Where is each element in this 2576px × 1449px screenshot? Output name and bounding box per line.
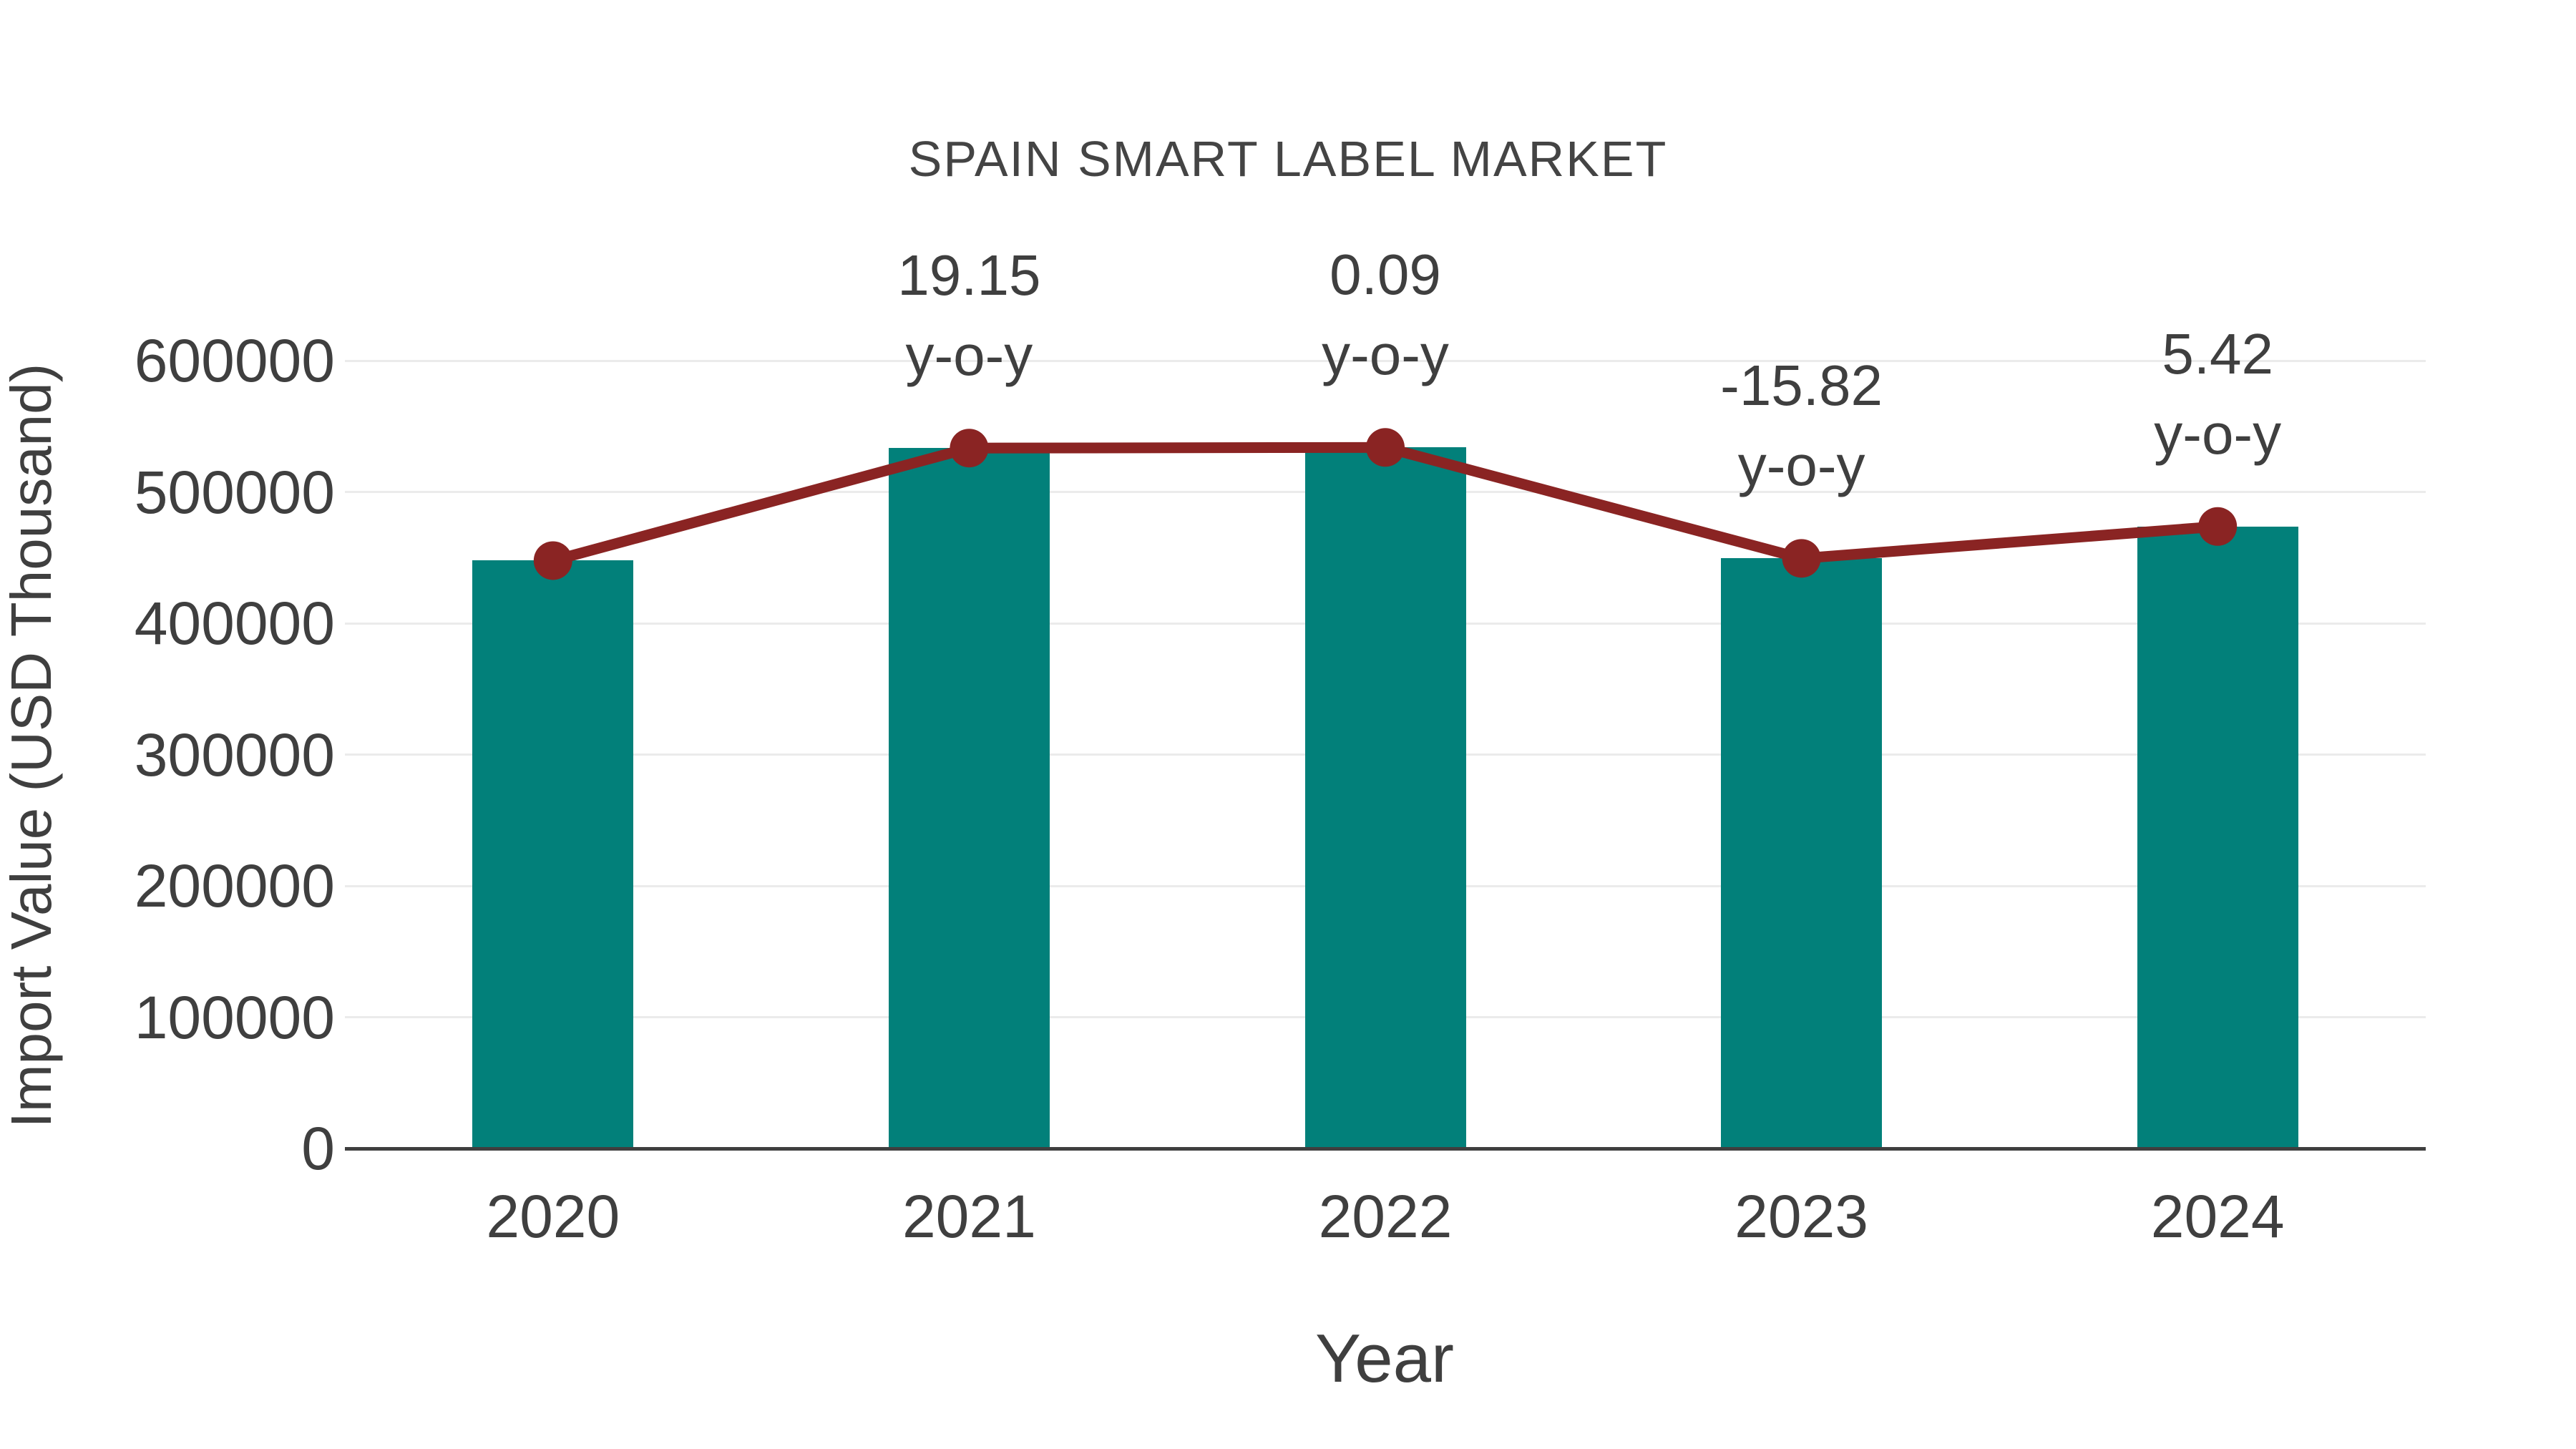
x-tick-label-2024: 2024 [2150, 1183, 2285, 1250]
x-axis-line [345, 1147, 2426, 1151]
line-marker-2024 [2198, 507, 2238, 546]
y-axis-title: Import Value (USD Thousand) [0, 363, 63, 1128]
x-tick-label-2023: 2023 [1735, 1183, 1869, 1250]
yoy-annotation-2024: 5.42 y-o-y [1996, 314, 2439, 474]
yoy-annotation-2021: 19.15 y-o-y [747, 235, 1191, 396]
bar-2020 [472, 560, 634, 1148]
y-tick-label-0: 0 [301, 1115, 335, 1182]
yoy-suffix: y-o-y [1322, 323, 1449, 387]
x-tick-label-2022: 2022 [1318, 1183, 1453, 1250]
yoy-value: -15.82 [1720, 353, 1883, 418]
y-tick-label-300000: 300000 [134, 721, 335, 789]
line-marker-2023 [1782, 539, 1821, 578]
y-tick-label-100000: 100000 [134, 983, 335, 1051]
x-tick-label-2021: 2021 [902, 1183, 1036, 1250]
gridline-600000 [345, 359, 2426, 362]
yoy-suffix: y-o-y [1737, 434, 1865, 498]
yoy-value: 19.15 [897, 243, 1041, 308]
yoy-value: 5.42 [2162, 321, 2274, 386]
yoy-annotation-2023: -15.82 y-o-y [1580, 346, 2024, 506]
yoy-suffix: y-o-y [2154, 401, 2282, 466]
y-tick-label-500000: 500000 [134, 458, 335, 526]
y-tick-label-600000: 600000 [134, 327, 335, 394]
chart-title: SPAIN SMART LABEL MARKET [908, 131, 1668, 187]
x-tick-label-2020: 2020 [486, 1183, 620, 1250]
line-marker-2022 [1366, 428, 1405, 467]
bar-2024 [2137, 526, 2298, 1148]
y-tick-label-200000: 200000 [134, 852, 335, 919]
yoy-suffix: y-o-y [905, 323, 1033, 388]
line-marker-2021 [950, 429, 989, 468]
x-axis-title: Year [1315, 1320, 1454, 1397]
bar-2022 [1304, 447, 1466, 1148]
yoy-annotation-2022: 0.09 y-o-y [1163, 235, 1607, 395]
line-marker-2020 [533, 541, 572, 580]
bar-2021 [888, 448, 1050, 1148]
bar-2023 [1721, 558, 1883, 1148]
yoy-value: 0.09 [1330, 243, 1441, 307]
y-tick-label-400000: 400000 [134, 590, 335, 657]
